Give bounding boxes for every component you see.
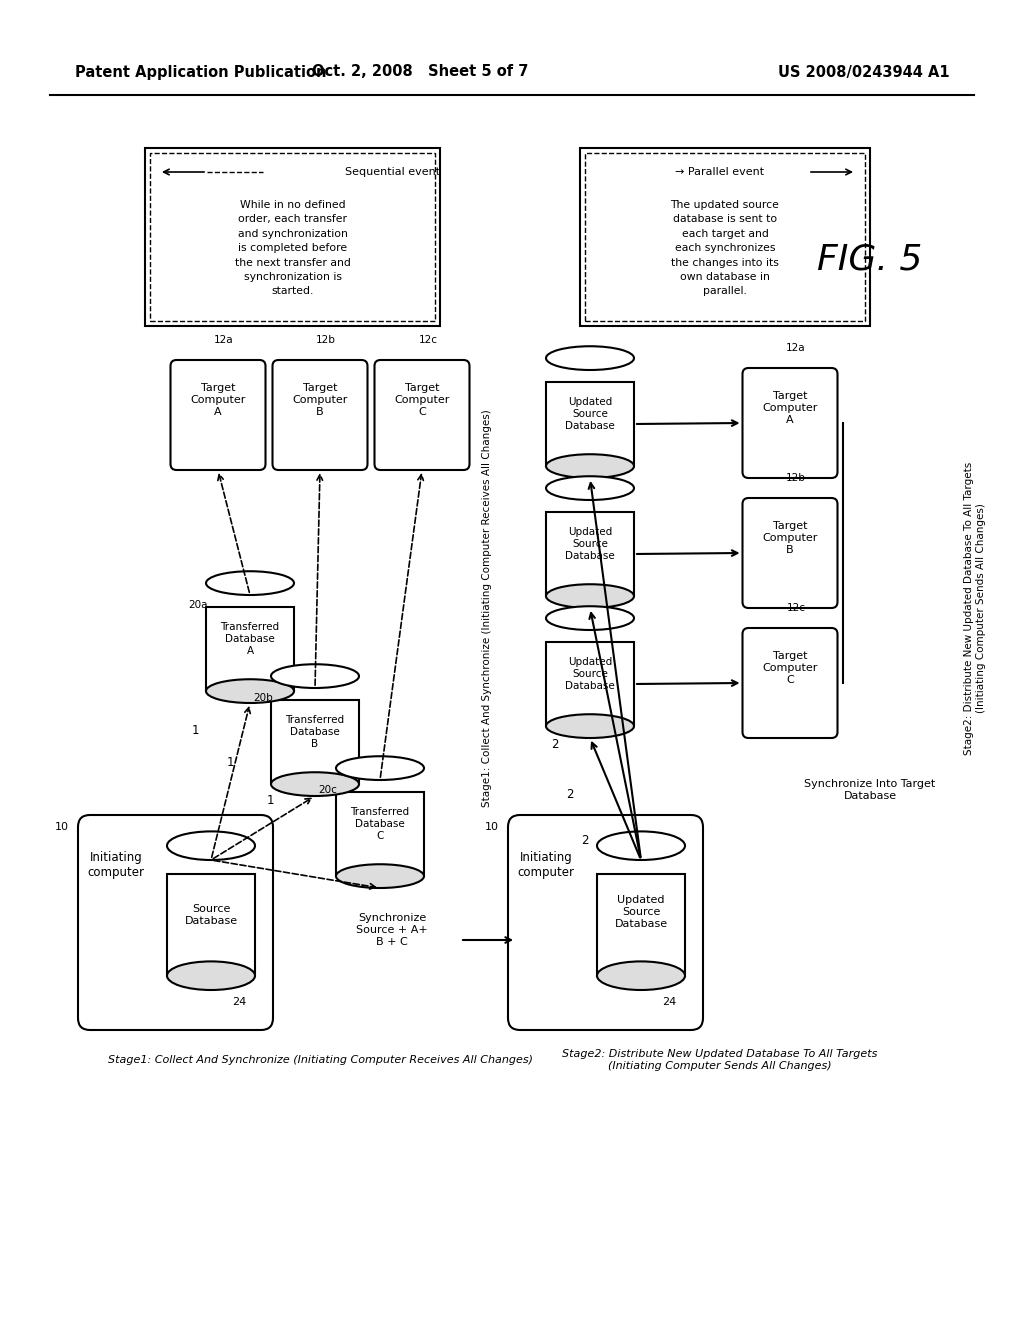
- Bar: [271, 700, 359, 784]
- Text: While in no defined
order, each transfer
and synchronization
is completed before: While in no defined order, each transfer…: [234, 201, 350, 297]
- Text: 2: 2: [582, 833, 589, 846]
- FancyBboxPatch shape: [171, 360, 265, 470]
- Bar: [597, 874, 685, 975]
- Text: Updated
Source
Database: Updated Source Database: [565, 528, 614, 561]
- Text: Sequential event: Sequential event: [345, 168, 440, 177]
- Ellipse shape: [336, 865, 424, 888]
- Ellipse shape: [271, 772, 359, 796]
- Text: 24: 24: [231, 997, 246, 1007]
- Bar: [336, 792, 424, 876]
- Text: 1: 1: [191, 723, 199, 737]
- Ellipse shape: [546, 585, 634, 609]
- Text: US 2008/0243944 A1: US 2008/0243944 A1: [778, 65, 950, 79]
- Bar: [546, 381, 634, 466]
- Text: 20c: 20c: [318, 785, 338, 795]
- Ellipse shape: [206, 680, 294, 704]
- Bar: [585, 153, 865, 321]
- Ellipse shape: [546, 714, 634, 738]
- FancyBboxPatch shape: [742, 498, 838, 609]
- Text: Updated
Source
Database: Updated Source Database: [565, 657, 614, 690]
- Ellipse shape: [546, 606, 634, 630]
- Text: 12c: 12c: [786, 603, 806, 612]
- Text: Target
Computer
A: Target Computer A: [762, 392, 818, 425]
- FancyBboxPatch shape: [508, 814, 703, 1030]
- Text: 20b: 20b: [253, 693, 272, 704]
- FancyBboxPatch shape: [742, 368, 838, 478]
- Text: 2: 2: [566, 788, 573, 801]
- Text: 10: 10: [485, 822, 499, 832]
- Text: 12a: 12a: [786, 343, 806, 352]
- Text: Updated
Source
Database: Updated Source Database: [565, 397, 614, 430]
- Bar: [145, 148, 440, 326]
- Ellipse shape: [546, 477, 634, 500]
- Text: FIG. 5: FIG. 5: [817, 243, 923, 277]
- Text: Transferred
Database
B: Transferred Database B: [286, 715, 344, 748]
- Text: The updated source
database is sent to
each target and
each synchronizes
the cha: The updated source database is sent to e…: [671, 201, 779, 297]
- Bar: [150, 153, 435, 321]
- Ellipse shape: [597, 961, 685, 990]
- Text: Stage2: Distribute New Updated Database To All Targets
(Initiating Computer Send: Stage2: Distribute New Updated Database …: [562, 1049, 878, 1071]
- Text: Patent Application Publication: Patent Application Publication: [75, 65, 327, 79]
- Ellipse shape: [271, 664, 359, 688]
- FancyBboxPatch shape: [375, 360, 469, 470]
- Text: 1: 1: [226, 755, 233, 768]
- Text: 20a: 20a: [188, 601, 208, 610]
- Bar: [206, 607, 294, 692]
- Bar: [167, 874, 255, 975]
- Text: 12a: 12a: [214, 335, 233, 345]
- Text: Oct. 2, 2008   Sheet 5 of 7: Oct. 2, 2008 Sheet 5 of 7: [312, 65, 528, 79]
- Bar: [546, 642, 634, 726]
- Ellipse shape: [597, 832, 685, 861]
- Text: → Parallel event: → Parallel event: [675, 168, 764, 177]
- Bar: [580, 148, 870, 326]
- Text: Transferred
Database
A: Transferred Database A: [220, 623, 280, 656]
- Text: Synchronize
Source + A+
B + C: Synchronize Source + A+ B + C: [356, 913, 428, 946]
- Text: 1: 1: [266, 793, 273, 807]
- Ellipse shape: [546, 454, 634, 478]
- Text: 2: 2: [551, 738, 559, 751]
- Ellipse shape: [336, 756, 424, 780]
- Text: Updated
Source
Database: Updated Source Database: [614, 895, 668, 928]
- Ellipse shape: [206, 572, 294, 595]
- Text: 12b: 12b: [786, 473, 806, 483]
- Text: 12c: 12c: [419, 335, 437, 345]
- Text: 12b: 12b: [316, 335, 336, 345]
- Text: 24: 24: [662, 997, 676, 1007]
- Bar: [546, 512, 634, 597]
- Text: Target
Computer
B: Target Computer B: [292, 383, 348, 417]
- FancyBboxPatch shape: [742, 628, 838, 738]
- Text: Stage2: Distribute New Updated Database To All Targets
(Initiating Computer Send: Stage2: Distribute New Updated Database …: [965, 462, 986, 755]
- Ellipse shape: [546, 346, 634, 370]
- Text: Synchronize Into Target
Database: Synchronize Into Target Database: [805, 779, 936, 801]
- Text: Source
Database: Source Database: [184, 904, 238, 925]
- Text: Target
Computer
C: Target Computer C: [762, 651, 818, 685]
- Text: Initiating
computer: Initiating computer: [517, 851, 574, 879]
- Text: Transferred
Database
C: Transferred Database C: [350, 808, 410, 841]
- Text: Stage1: Collect And Synchronize (Initiating Computer Receives All Changes): Stage1: Collect And Synchronize (Initiat…: [108, 1055, 532, 1065]
- Text: Target
Computer
C: Target Computer C: [394, 383, 450, 417]
- Ellipse shape: [167, 832, 255, 861]
- Text: Initiating
computer: Initiating computer: [87, 851, 144, 879]
- Text: Stage1: Collect And Synchronize (Initiating Computer Receives All Changes): Stage1: Collect And Synchronize (Initiat…: [482, 409, 492, 807]
- Ellipse shape: [167, 961, 255, 990]
- Text: Target
Computer
A: Target Computer A: [190, 383, 246, 417]
- FancyBboxPatch shape: [272, 360, 368, 470]
- Text: Target
Computer
B: Target Computer B: [762, 521, 818, 554]
- FancyBboxPatch shape: [78, 814, 273, 1030]
- Text: 10: 10: [55, 822, 69, 832]
